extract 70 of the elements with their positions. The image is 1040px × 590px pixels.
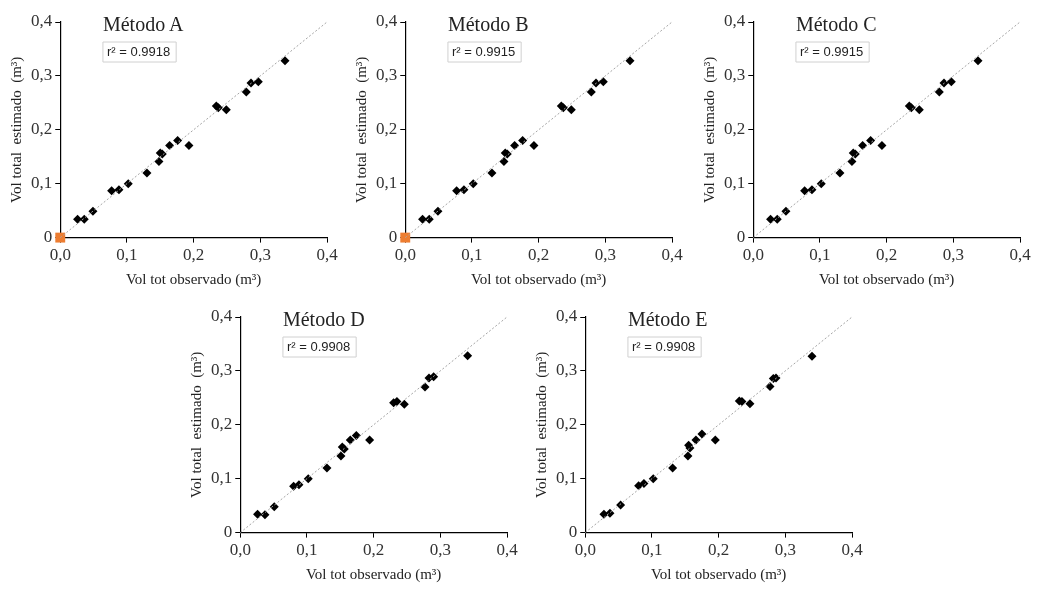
chart-title: Método E	[627, 308, 708, 331]
x-tick-label: 0,1	[116, 245, 138, 265]
x-tick-label: 0,2	[528, 245, 550, 265]
x-tick-label: 0,1	[809, 245, 831, 265]
x-tick-label: 0,1	[296, 540, 318, 560]
y-tick-label: 0,1	[556, 468, 578, 488]
y-tick-label: 0,4	[376, 11, 398, 31]
y-tick-label: 0,3	[31, 65, 53, 85]
x-tick-label: 0,0	[574, 540, 596, 560]
chart-title: Método C	[795, 13, 877, 36]
chart-title: Método A	[102, 13, 185, 36]
x-axis-title: Vol tot observado (m³)	[305, 565, 442, 583]
x-tick-label: 0,1	[461, 245, 483, 265]
x-tick-label: 0,3	[249, 245, 271, 265]
y-tick-label: 0,2	[724, 119, 746, 139]
x-tick-label: 0,2	[183, 245, 205, 265]
x-tick-label: 0,0	[229, 540, 251, 560]
x-tick-label: 0,3	[594, 245, 616, 265]
y-tick-label: 0,4	[556, 306, 578, 326]
y-tick-label: 0,1	[211, 468, 233, 488]
x-tick-label: 0,0	[394, 245, 416, 265]
y-axis-title: Vol total estimado (m³)	[187, 351, 205, 498]
x-tick-label: 0,1	[641, 540, 663, 560]
y-axis-title: Vol total estimado (m³)	[700, 56, 718, 203]
y-tick-label: 0	[736, 227, 746, 247]
y-tick-label: 0,2	[556, 414, 578, 434]
y-tick-label: 0,3	[376, 65, 398, 85]
x-tick-label: 0,2	[876, 245, 898, 265]
annotation: r² = 0.9908	[631, 339, 696, 355]
y-tick-label: 0	[43, 227, 53, 247]
chart-title: Método D	[282, 308, 365, 331]
y-axis-title: Vol total estimado (m³)	[7, 56, 25, 203]
x-tick-label: 0,4	[496, 540, 519, 560]
annotation: r² = 0.9908	[286, 339, 351, 355]
y-tick-label: 0,3	[724, 65, 746, 85]
annotation: r² = 0.9915	[799, 44, 864, 60]
y-axis-title: Vol total estimado (m³)	[352, 56, 370, 203]
x-tick-label: 0,0	[49, 245, 71, 265]
y-tick-label: 0	[388, 227, 398, 247]
y-tick-label: 0,2	[211, 414, 233, 434]
x-tick-label: 0,0	[742, 245, 764, 265]
y-tick-label: 0,1	[376, 173, 398, 193]
x-tick-label: 0,2	[363, 540, 385, 560]
chart-title: Método B	[447, 13, 529, 36]
x-axis-title: Vol tot observado (m³)	[125, 270, 262, 288]
y-tick-label: 0,3	[211, 360, 233, 380]
x-axis-title: Vol tot observado (m³)	[650, 565, 787, 583]
annotation: r² = 0.9915	[451, 44, 516, 60]
y-tick-label: 0,1	[724, 173, 746, 193]
x-tick-label: 0,3	[774, 540, 796, 560]
y-axis-title: Vol total estimado (m³)	[532, 351, 550, 498]
x-tick-label: 0,2	[708, 540, 730, 560]
x-axis-title: Vol tot observado (m³)	[470, 270, 607, 288]
x-axis-title: Vol tot observado (m³)	[818, 270, 955, 288]
y-tick-label: 0,2	[31, 119, 53, 139]
x-tick-label: 0,3	[429, 540, 451, 560]
y-tick-label: 0,4	[211, 306, 233, 326]
x-tick-label: 0,4	[316, 245, 339, 265]
y-tick-label: 0,4	[31, 11, 53, 31]
y-tick-label: 0	[568, 522, 578, 542]
y-tick-label: 0,3	[556, 360, 578, 380]
x-tick-label: 0,3	[942, 245, 964, 265]
y-tick-label: 0,2	[376, 119, 398, 139]
annotation: r² = 0.9918	[106, 44, 171, 60]
y-tick-label: 0,1	[31, 173, 53, 193]
y-tick-label: 0,4	[724, 11, 746, 31]
y-tick-label: 0	[223, 522, 233, 542]
x-tick-label: 0,4	[1009, 245, 1032, 265]
x-tick-label: 0,4	[661, 245, 684, 265]
x-tick-label: 0,4	[841, 540, 864, 560]
